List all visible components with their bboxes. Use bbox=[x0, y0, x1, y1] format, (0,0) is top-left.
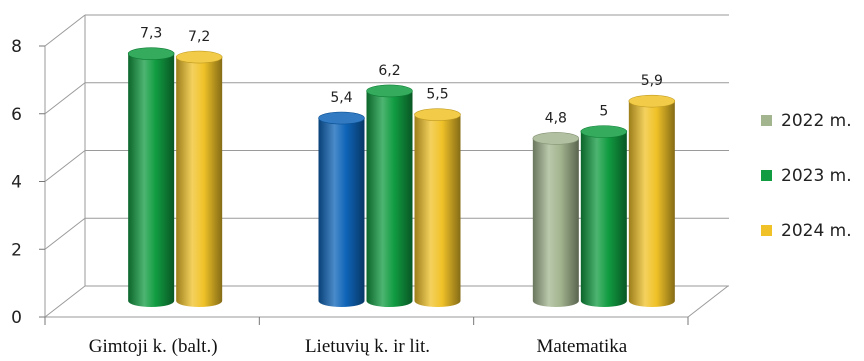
bar-top bbox=[127, 47, 175, 61]
y-tick-label: 6 bbox=[11, 105, 22, 125]
bar-top bbox=[366, 84, 413, 98]
bar bbox=[580, 125, 628, 307]
data-label: 4,8 bbox=[545, 110, 567, 126]
legend-label: 2022 m. bbox=[781, 111, 852, 131]
bar bbox=[414, 108, 461, 307]
data-label: 6,2 bbox=[378, 63, 400, 79]
y-tick-label: 2 bbox=[11, 240, 22, 260]
x-tick-label: Gimtoji k. (balt.) bbox=[89, 336, 218, 357]
bar-body bbox=[414, 114, 461, 307]
x-tick-label: Lietuvių k. ir lit. bbox=[305, 336, 430, 357]
bar bbox=[366, 84, 413, 307]
bar-body bbox=[318, 118, 365, 307]
bar-body bbox=[532, 138, 579, 307]
gridline-diagonal bbox=[44, 150, 86, 182]
data-label: 5,5 bbox=[426, 87, 448, 103]
data-label: 5 bbox=[599, 104, 608, 120]
y-tick-label: 4 bbox=[11, 173, 22, 193]
bar-top bbox=[318, 111, 365, 125]
data-label: 5,4 bbox=[330, 90, 352, 106]
bar bbox=[532, 132, 580, 307]
legend-item: 2022 m. bbox=[761, 111, 852, 131]
gridline-diagonal bbox=[44, 14, 86, 47]
legend-label: 2024 m. bbox=[781, 221, 852, 241]
bar-top bbox=[175, 50, 223, 64]
bar-top bbox=[628, 94, 676, 108]
data-label: 7,2 bbox=[188, 29, 210, 45]
x-axis: Gimtoji k. (balt.) Lietuvių k. ir lit. Mat… bbox=[44, 317, 689, 357]
bar-body bbox=[628, 101, 675, 307]
bar-body bbox=[128, 53, 175, 308]
bar-top bbox=[580, 125, 628, 138]
legend-swatch bbox=[761, 170, 772, 181]
y-tick-label: 8 bbox=[11, 37, 22, 57]
floor-right-edge bbox=[687, 285, 729, 318]
legend-swatch bbox=[761, 115, 772, 126]
y-axis: 0 2 4 6 8 bbox=[11, 37, 45, 328]
gridline-diagonal bbox=[44, 285, 86, 318]
legend-swatch bbox=[761, 225, 772, 236]
legend-label: 2023 m. bbox=[781, 166, 852, 186]
bar-top bbox=[532, 132, 580, 145]
bars: 7,3 7,2 5,4 6,2 5,5 4,8 5 5,9 bbox=[127, 26, 676, 308]
data-label: 7,3 bbox=[140, 26, 162, 42]
gridline-diagonal bbox=[44, 217, 86, 250]
gridline-diagonal bbox=[44, 82, 86, 115]
legend: 2022 m. 2023 m. 2024 m. bbox=[761, 111, 852, 241]
bar bbox=[175, 50, 223, 307]
bar bbox=[318, 111, 365, 307]
bar-body bbox=[366, 90, 413, 307]
y-tick-label: 0 bbox=[11, 308, 22, 328]
x-tick-label: Matematika bbox=[536, 336, 627, 357]
bar bbox=[127, 47, 175, 308]
bar-body bbox=[176, 57, 223, 307]
legend-item: 2023 m. bbox=[761, 166, 852, 186]
legend-item: 2024 m. bbox=[761, 221, 852, 241]
bar-top bbox=[414, 108, 461, 121]
bar bbox=[628, 94, 676, 307]
bar-body bbox=[580, 131, 627, 307]
data-label: 5,9 bbox=[641, 73, 663, 89]
